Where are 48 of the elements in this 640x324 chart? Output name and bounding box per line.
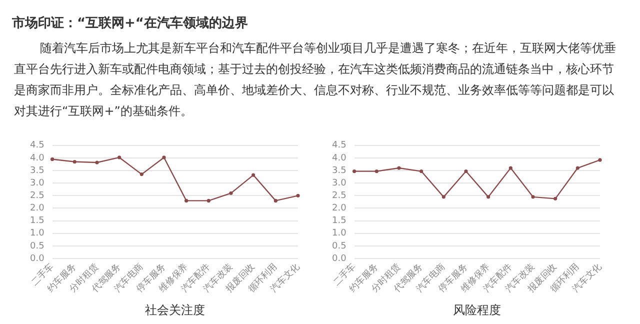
point bbox=[296, 194, 300, 198]
y-tick-label: 0.0 bbox=[30, 254, 45, 264]
point bbox=[206, 198, 210, 202]
y-tick-label: 0.5 bbox=[332, 241, 346, 252]
y-tick-label: 2.5 bbox=[332, 191, 346, 202]
point bbox=[252, 173, 256, 177]
text: 随着汽车后市场上尤其是新车平台和汽车配件平台等创业项目几乎是遭遇了寒冬；在近年，互联网大佬等优垂直平台先行进入新车或配件电商领域；基于过去的创投经验，在汽车这类低频消费商品的流通链条当中，核心环节是商家而非用户。全标准化产品、高单价、地域差价大、信息不对称、行业不规范、业务效率低等等问题都是可以对其进行“互联网+”的基础条件。 bbox=[14, 40, 617, 120]
y-tick-label: 3.5 bbox=[30, 166, 44, 176]
y-tick-label: 0.5 bbox=[30, 241, 44, 252]
point bbox=[464, 169, 468, 174]
y-tick-label: 4.0 bbox=[30, 153, 45, 164]
point bbox=[95, 160, 99, 164]
y-tick-label: 4.5 bbox=[30, 140, 44, 151]
point bbox=[118, 156, 122, 160]
point bbox=[162, 156, 166, 160]
y-tick-label: 2.5 bbox=[30, 191, 44, 202]
point bbox=[229, 191, 233, 195]
y-tick-label: 2.0 bbox=[30, 204, 45, 214]
y-tick-label: 4.5 bbox=[332, 140, 346, 151]
point bbox=[508, 166, 512, 170]
point bbox=[50, 157, 54, 162]
y-tick-label: 1.5 bbox=[30, 216, 44, 226]
point bbox=[554, 196, 558, 200]
point bbox=[274, 198, 278, 202]
y-tick-label: 2.0 bbox=[332, 204, 347, 214]
y-tick-label: 0.0 bbox=[332, 254, 347, 264]
y-tick-label: 3.5 bbox=[332, 166, 346, 176]
y-tick-label: 1.0 bbox=[332, 228, 347, 239]
point bbox=[486, 195, 490, 199]
point bbox=[420, 169, 424, 174]
point bbox=[140, 172, 144, 176]
text: 市场印证：“互联网+“在汽车领域的边界 bbox=[12, 14, 248, 32]
point bbox=[352, 169, 356, 174]
point bbox=[442, 195, 446, 199]
point bbox=[598, 158, 602, 162]
point bbox=[531, 195, 535, 199]
point bbox=[184, 198, 188, 202]
point bbox=[72, 160, 76, 164]
point bbox=[576, 166, 580, 170]
x-axis-title: 社会关注度 bbox=[145, 302, 206, 317]
point bbox=[374, 169, 378, 174]
y-tick-label: 3.0 bbox=[332, 178, 347, 188]
y-tick-label: 3.0 bbox=[30, 178, 45, 188]
point bbox=[397, 166, 401, 170]
x-axis-title: 风险程度 bbox=[453, 302, 502, 317]
y-tick-label: 1.0 bbox=[30, 228, 45, 239]
y-tick-label: 1.5 bbox=[332, 216, 346, 226]
y-tick-label: 4.0 bbox=[332, 153, 347, 164]
